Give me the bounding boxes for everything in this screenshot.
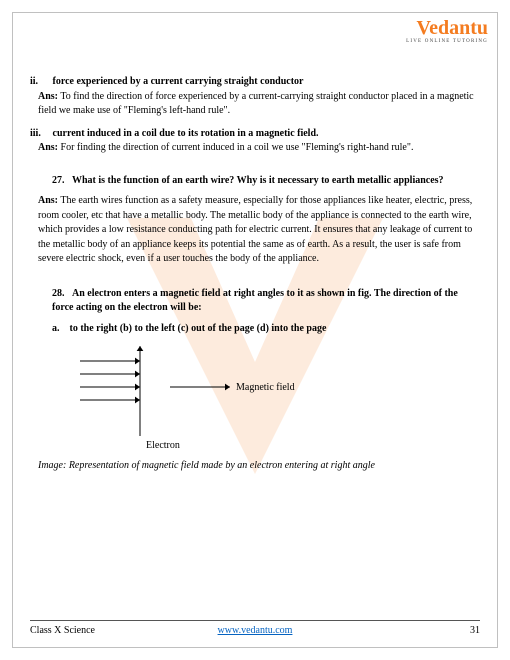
page-footer: Class X Science www.vedantu.com 31 — [30, 620, 480, 638]
ans-label: Ans: — [38, 142, 58, 153]
q28-opts-text: to the right (b) to the left (c) out of … — [70, 323, 327, 334]
q27-ans-text: The earth wires function as a safety mea… — [38, 195, 472, 264]
item-iii: iii. current induced in a coil due to it… — [30, 127, 480, 156]
question-27: 27. What is the function of an earth wir… — [30, 174, 480, 189]
footer-class: Class X Science — [30, 625, 95, 636]
item-iii-answer: Ans: For finding the direction of curren… — [30, 141, 480, 156]
q27-title: What is the function of an earth wire? W… — [72, 175, 444, 186]
footer-page-num: 31 — [470, 625, 480, 636]
q27-num: 27. — [52, 175, 65, 186]
item-ii-num: ii. — [30, 75, 50, 90]
svg-text:Electron: Electron — [146, 440, 180, 451]
page-content: ii. force experienced by a current carry… — [30, 75, 480, 474]
brand-logo: Vedantu LIVE ONLINE TUTORING — [406, 18, 488, 44]
ans-label: Ans: — [38, 195, 58, 206]
ans-label: Ans: — [38, 91, 58, 102]
diagram-caption: Image: Representation of magnetic field … — [30, 459, 480, 474]
item-ii-answer: Ans: To find the direction of force expe… — [30, 90, 480, 119]
item-iii-num: iii. — [30, 127, 50, 142]
magnetic-field-diagram: Magnetic field Electron — [80, 346, 340, 451]
q28-num: 28. — [52, 288, 65, 299]
item-ii-title: force experienced by a current carrying … — [53, 76, 304, 87]
q28-title: An electron enters a magnetic field at r… — [52, 288, 458, 314]
q28-options: a. to the right (b) to the left (c) out … — [30, 322, 480, 337]
diagram-svg: Magnetic field Electron — [80, 346, 340, 451]
question-28: 28. An electron enters a magnetic field … — [30, 287, 480, 316]
svg-text:Magnetic field: Magnetic field — [236, 382, 295, 393]
item-ii: ii. force experienced by a current carry… — [30, 75, 480, 119]
brand-name: Vedantu — [406, 18, 488, 38]
item-iii-title: current induced in a coil due to its rot… — [53, 128, 319, 139]
item-iii-ans-text: For finding the direction of current ind… — [58, 142, 413, 153]
item-ii-ans-text: To find the direction of force experienc… — [38, 91, 474, 117]
q28-opt-a: a. — [52, 323, 60, 334]
footer-link[interactable]: www.vedantu.com — [218, 625, 293, 636]
q27-answer: Ans: The earth wires function as a safet… — [30, 194, 480, 267]
brand-tagline: LIVE ONLINE TUTORING — [406, 39, 488, 44]
